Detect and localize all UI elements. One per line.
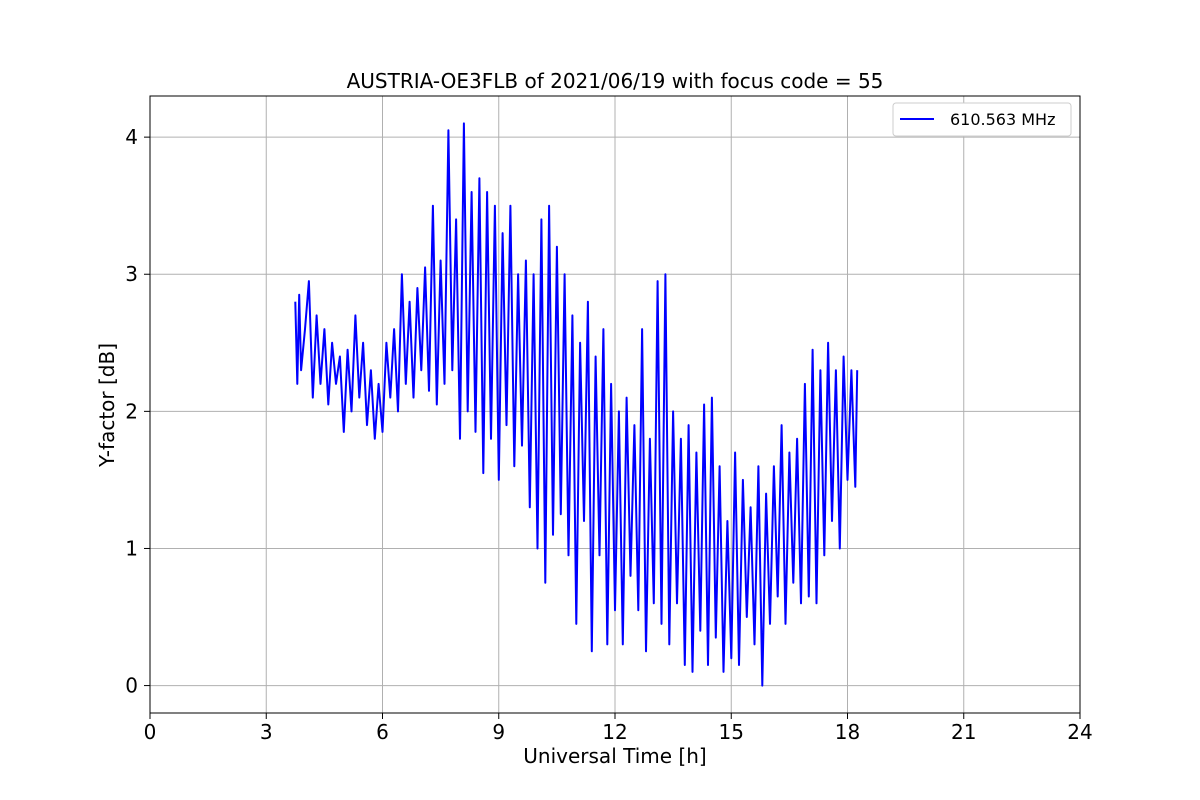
chart-title: AUSTRIA-OE3FLB of 2021/06/19 with focus … (347, 69, 884, 93)
legend: 610.563 MHz (892, 102, 1072, 137)
legend-label: 610.563 MHz (950, 110, 1055, 129)
x-axis-label: Universal Time [h] (523, 744, 706, 768)
y-tick-label: 0 (125, 674, 138, 698)
x-tick-label: 3 (260, 720, 273, 744)
x-tick-label: 9 (492, 720, 505, 744)
plot-area (294, 122, 859, 687)
x-tick-label: 15 (719, 720, 744, 744)
y-tick-label: 1 (125, 536, 138, 560)
y-tick-label: 4 (125, 125, 138, 149)
x-tick-label: 0 (144, 720, 157, 744)
series-line (294, 122, 859, 687)
x-tick-label: 6 (376, 720, 389, 744)
y-tick-label: 3 (125, 262, 138, 286)
x-tick-label: 18 (835, 720, 860, 744)
x-tick-label: 12 (602, 720, 627, 744)
x-tick-label: 24 (1067, 720, 1092, 744)
y-axis-label: Y-factor [dB] (95, 343, 119, 468)
x-tick-label: 21 (951, 720, 976, 744)
y-tick-label: 2 (125, 399, 138, 423)
legend-box (892, 102, 1072, 137)
